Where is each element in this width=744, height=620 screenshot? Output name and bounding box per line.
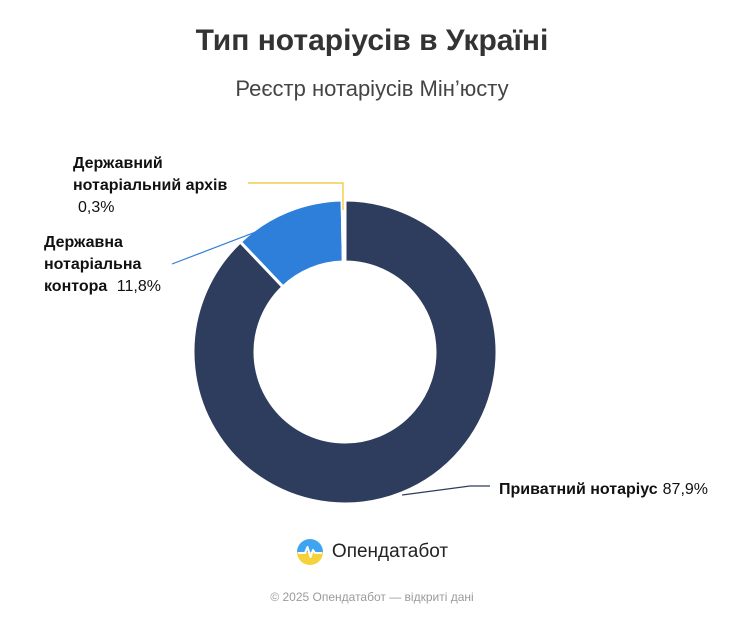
slice-name-state-archive-line1: Державний (73, 155, 163, 172)
slice-value-private: 87,9% (663, 481, 708, 498)
slice-name-state-office-line1: Державна (44, 234, 123, 251)
slice-label-private: Приватний нотаріус 87,9% (499, 481, 708, 498)
slice-name-state-archive-line2: нотаріальний архів (73, 177, 227, 194)
leader-line-state-archive (248, 182, 344, 210)
slice-name-state-office-line2: нотаріальна (44, 256, 142, 273)
slice-value-state-archive: 0,3% (78, 199, 114, 216)
slice-label-state-office: Державна нотаріальна контора 11,8% (44, 234, 161, 295)
slice-name-private: Приватний нотаріус (499, 481, 658, 498)
leader-line-state-office (171, 218, 291, 265)
slice-value-state-office: 11,8% (117, 278, 161, 295)
footer-copyright: © 2025 Опендатабот — відкриті дані (270, 590, 474, 604)
slice-name-state-office-line3: контора (44, 278, 107, 295)
opendatabot-logo-icon (296, 539, 323, 565)
leader-line-private (402, 485, 490, 496)
slice-label-state-archive: Державний нотаріальний архів 0,3% (73, 155, 232, 216)
donut-slice-private (191, 198, 499, 506)
chart-title: Тип нотаріусів в Україні (195, 24, 549, 57)
brand: Опендатабот (0, 538, 744, 566)
chart-subtitle: Реєстр нотаріусів Мін’юсту (235, 76, 509, 101)
brand-name: Опендатабот (331, 541, 449, 562)
